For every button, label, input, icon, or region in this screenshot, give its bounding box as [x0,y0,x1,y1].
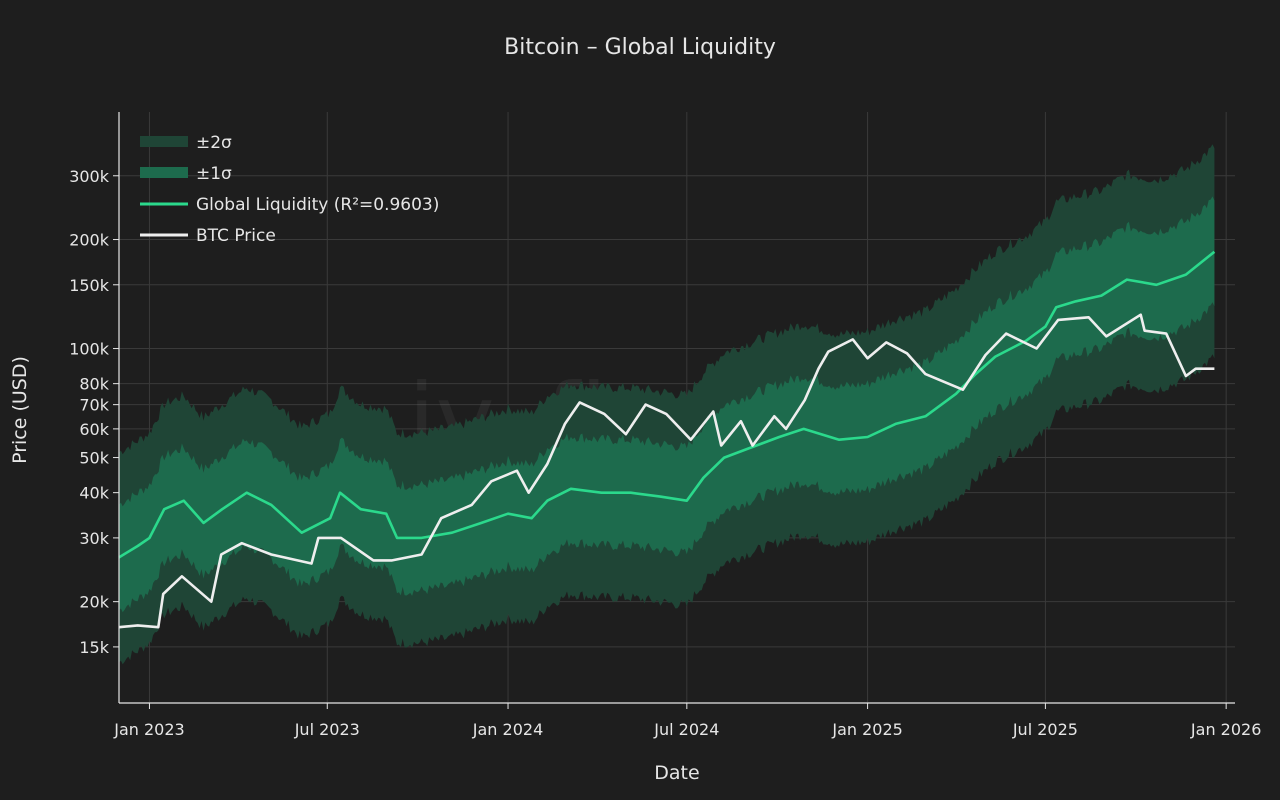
y-tick-label: 150k [69,276,110,295]
btc-price-line [118,313,1215,629]
axes: 15k 20k 30k 40k 50k 60k 70k 80k 100k 150k 200k 300k… [69,112,1261,739]
y-tick-label: 200k [69,231,110,250]
y-tick-label: 20k [79,593,109,612]
y-tick-label: 50k [79,449,109,468]
legend-label: ±2σ [196,133,232,153]
bands [119,144,1215,665]
x-tick-label: Jan 2024 [472,720,543,739]
x-tick-label: Jul 2023 [294,720,360,739]
y-tick-label: 15k [79,638,109,657]
band-1sigma [119,196,1215,613]
x-axis-label: Date [654,762,699,784]
liquidity-line [118,250,1216,559]
x-tick-label: Jan 2026 [1190,720,1261,739]
x-tick-label: Jul 2024 [653,720,719,739]
legend-label: BTC Price [196,226,276,246]
x-tick-label: Jan 2025 [831,720,902,739]
x-tick-label: Jan 2023 [113,720,184,739]
y-tick-label: 100k [69,340,110,359]
series-lines [118,250,1216,629]
y-tick-label: 70k [79,396,109,415]
y-tick-label: 30k [79,529,109,548]
y-axis-label: Price (USD) [9,356,31,464]
legend-label: ±1σ [196,164,232,184]
legend: ±2σ ±1σ Global Liquidity (R²=0.9603) BTC Pr… [140,133,439,246]
y-tick-label: 60k [79,420,109,439]
x-tick-label: Jul 2025 [1012,720,1078,739]
legend-swatch-1 [140,167,188,178]
y-tick-label: 80k [79,375,109,394]
y-tick-label: 300k [69,167,110,186]
y-tick-label: 40k [79,484,109,503]
legend-label: Global Liquidity (R²=0.9603) [196,195,439,215]
chart-title: Bitcoin – Global Liquidity [504,35,776,60]
legend-swatch-0 [140,136,188,147]
